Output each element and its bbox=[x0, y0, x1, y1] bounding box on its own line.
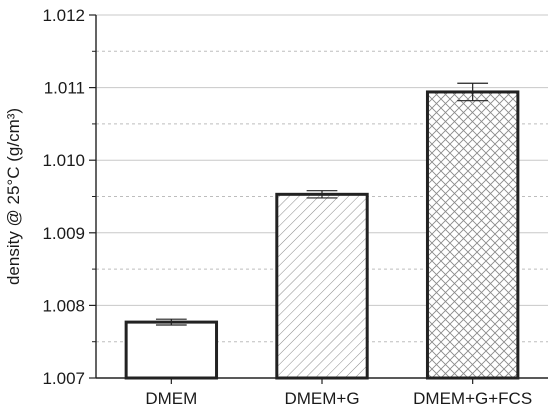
bar-dmem-g bbox=[275, 192, 369, 380]
axes bbox=[89, 14, 548, 384]
y-tick-label: 1.007 bbox=[42, 369, 85, 388]
y-tick-label: 1.012 bbox=[42, 6, 85, 25]
y-tick-label: 1.009 bbox=[42, 224, 85, 243]
bars bbox=[124, 90, 520, 380]
y-tick-label: 1.010 bbox=[42, 151, 85, 170]
bar-dmem bbox=[124, 320, 219, 380]
y-tick-label: 1.008 bbox=[42, 296, 85, 315]
x-tick-label: DMEM bbox=[145, 389, 197, 408]
y-axis-title: density @ 25°C (g/cm³) bbox=[4, 108, 23, 285]
x-tick-label: DMEM+G bbox=[284, 389, 359, 408]
x-category-labels: DMEM DMEM+G DMEM+G+FCS bbox=[145, 389, 532, 408]
bar-dmem-g-fcs bbox=[425, 90, 520, 380]
x-tick-label: DMEM+G+FCS bbox=[413, 389, 532, 408]
y-tick-label: 1.011 bbox=[44, 79, 85, 98]
error-bars bbox=[155, 82, 489, 326]
y-tick-labels: 1.007 1.008 1.009 1.010 1.011 1.012 bbox=[42, 6, 85, 388]
